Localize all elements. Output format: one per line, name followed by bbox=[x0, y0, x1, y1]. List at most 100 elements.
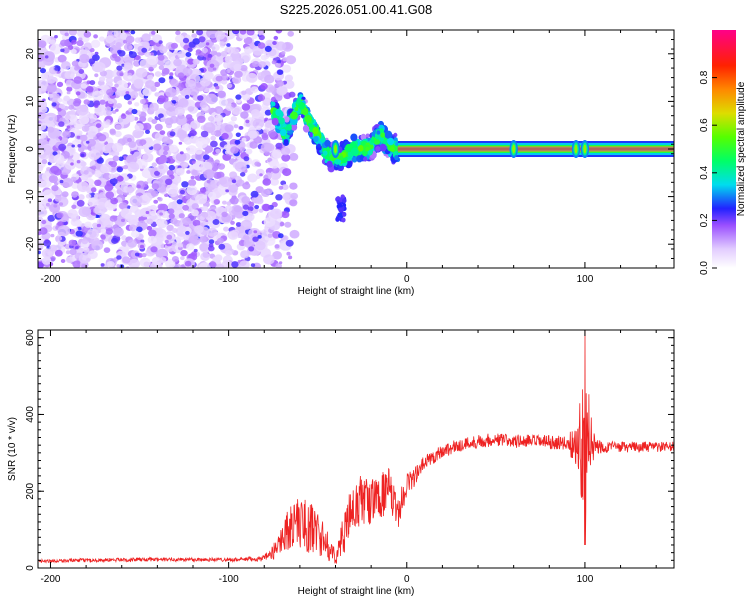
y-tick-label: 400 bbox=[25, 406, 36, 423]
snr-y-axis: 0 200 400 600 bbox=[25, 329, 674, 571]
noise-speckle bbox=[240, 64, 248, 72]
noise-speckle bbox=[126, 154, 137, 165]
noise-speckle bbox=[39, 227, 48, 235]
noise-speckle bbox=[212, 256, 220, 263]
scintillation-blob bbox=[350, 147, 359, 156]
scintillation-blob bbox=[363, 156, 368, 162]
noise-speckle bbox=[145, 80, 155, 89]
noise-speckle bbox=[198, 262, 211, 268]
noise-speckle bbox=[106, 35, 115, 43]
noise-speckle bbox=[111, 237, 119, 244]
noise-speckle bbox=[83, 170, 89, 175]
noise-speckle bbox=[41, 219, 47, 225]
noise-speckle bbox=[175, 30, 181, 36]
noise-speckle bbox=[109, 128, 116, 134]
noise-speckle bbox=[75, 246, 79, 250]
noise-speckle bbox=[207, 66, 215, 73]
noise-speckle bbox=[190, 175, 195, 180]
noise-speckle bbox=[100, 234, 106, 239]
noise-speckle bbox=[157, 163, 169, 174]
noise-speckle bbox=[155, 219, 162, 226]
noise-speckle bbox=[287, 30, 295, 37]
noise-speckle bbox=[50, 165, 60, 174]
noise-speckle bbox=[64, 160, 76, 170]
noise-speckle bbox=[76, 199, 85, 207]
noise-speckle bbox=[163, 101, 175, 111]
noise-speckle bbox=[70, 162, 74, 166]
noise-speckle bbox=[149, 102, 159, 112]
noise-speckle bbox=[71, 204, 77, 209]
noise-speckle bbox=[247, 173, 258, 183]
noise-speckle bbox=[262, 203, 271, 212]
noise-speckle bbox=[94, 105, 107, 116]
noise-speckle bbox=[225, 189, 230, 193]
noise-speckle bbox=[202, 56, 207, 61]
noise-speckle bbox=[252, 60, 260, 68]
noise-speckle bbox=[119, 72, 124, 77]
noise-speckle bbox=[168, 144, 179, 153]
scintillation-blob bbox=[283, 116, 290, 123]
noise-speckle bbox=[254, 161, 260, 167]
scintillation-blob bbox=[307, 122, 313, 128]
noise-speckle bbox=[142, 88, 152, 97]
noise-speckle bbox=[195, 52, 199, 56]
noise-speckle bbox=[71, 192, 78, 198]
noise-speckle bbox=[215, 263, 225, 268]
noise-speckle bbox=[177, 242, 183, 248]
noise-speckle bbox=[80, 153, 85, 157]
noise-speckle bbox=[127, 137, 132, 143]
noise-speckle bbox=[93, 62, 106, 73]
noise-speckle bbox=[139, 139, 147, 146]
noise-speckle bbox=[245, 148, 253, 155]
noise-speckle bbox=[241, 103, 251, 111]
noise-speckle bbox=[50, 233, 55, 238]
snr-x-axis: -200 -100 0 100 bbox=[40, 330, 657, 585]
noise-speckle bbox=[146, 225, 153, 231]
noise-speckle bbox=[54, 195, 62, 202]
noise-speckle bbox=[177, 72, 185, 79]
noise-speckle bbox=[148, 229, 157, 237]
noise-speckle bbox=[159, 257, 167, 263]
noise-speckle bbox=[273, 35, 279, 40]
scintillation-blob bbox=[394, 155, 399, 161]
noise-speckle bbox=[120, 208, 132, 219]
noise-speckle bbox=[196, 30, 204, 36]
y-tick-label: 600 bbox=[25, 329, 36, 346]
noise-speckle bbox=[231, 261, 239, 268]
noise-speckle bbox=[168, 164, 175, 171]
noise-speckle bbox=[56, 81, 64, 88]
noise-speckle bbox=[128, 258, 140, 268]
noise-speckle bbox=[71, 182, 79, 189]
noise-speckle bbox=[126, 186, 135, 194]
noise-speckle bbox=[215, 75, 223, 82]
noise-speckle bbox=[66, 79, 71, 84]
noise-speckle bbox=[263, 174, 269, 180]
noise-speckle bbox=[271, 60, 277, 65]
noise-speckle bbox=[209, 63, 215, 68]
scintillation-blob bbox=[322, 150, 328, 156]
noise-speckle bbox=[105, 228, 114, 235]
scintillation-blob bbox=[365, 133, 370, 138]
scintillation-blob bbox=[350, 133, 358, 142]
noise-speckle bbox=[119, 202, 128, 210]
noise-speckle bbox=[168, 213, 175, 219]
noise-speckle bbox=[159, 130, 166, 136]
noise-speckle bbox=[210, 179, 221, 189]
noise-speckle bbox=[78, 69, 85, 74]
x-tick-label: 100 bbox=[577, 574, 594, 585]
noise-speckle bbox=[139, 244, 145, 249]
noise-speckle bbox=[241, 137, 247, 142]
noise-speckle bbox=[261, 189, 271, 197]
noise-speckle bbox=[57, 54, 67, 63]
noise-speckle bbox=[141, 253, 147, 258]
noise-speckle bbox=[70, 176, 77, 182]
scintillation-blob bbox=[312, 127, 319, 135]
noise-speckle bbox=[94, 73, 99, 78]
noise-speckle bbox=[127, 239, 137, 248]
noise-speckle bbox=[103, 247, 111, 254]
noise-speckle bbox=[212, 219, 220, 225]
noise-speckle bbox=[230, 204, 243, 215]
x-tick-label: -100 bbox=[219, 274, 239, 285]
noise-speckle bbox=[123, 43, 133, 52]
noise-speckle bbox=[204, 71, 214, 80]
